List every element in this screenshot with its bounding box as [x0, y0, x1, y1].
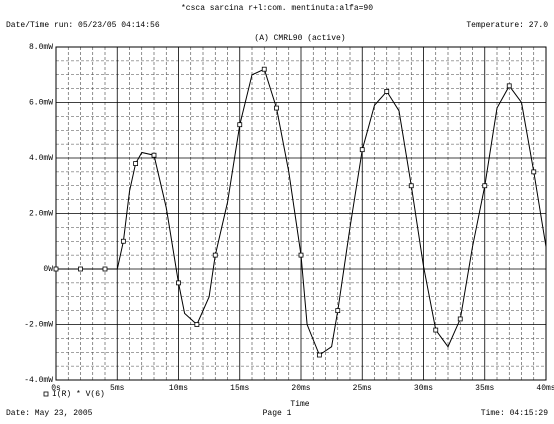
- series-marker: [482, 183, 488, 189]
- series-marker: [194, 322, 200, 327]
- temperature: Temperature: 27.0: [466, 21, 548, 30]
- x-tick-label: 15ms: [230, 384, 249, 393]
- series-marker: [359, 147, 365, 153]
- series-marker: [237, 122, 243, 128]
- series-marker: [531, 169, 537, 175]
- run-info: Date/Time run: 05/23/05 04:14:56: [6, 21, 160, 30]
- y-tick-label: 2.0mW: [29, 210, 53, 219]
- series-marker: [335, 308, 341, 314]
- series-marker: [506, 83, 512, 89]
- x-tick-label: 5ms: [110, 384, 125, 393]
- chart-title: *csca sarcina r+l:com. mentinuta:alfa=90: [181, 4, 373, 13]
- plot-frame: [55, 46, 547, 381]
- series-marker: [102, 266, 108, 272]
- footer-date: Date: May 23, 2005: [6, 409, 93, 418]
- series-marker: [151, 152, 157, 158]
- series-marker: [457, 316, 463, 322]
- y-tick-label: -2.0mW: [24, 321, 53, 330]
- legend-label: I(R) * V(6): [52, 390, 105, 399]
- y-tick-label: 6.0mW: [29, 99, 53, 108]
- series-marker: [298, 252, 304, 258]
- footer-time: Time: 04:15:29: [481, 409, 548, 418]
- x-tick-label: 10ms: [169, 384, 188, 393]
- legend-marker: [43, 391, 49, 397]
- x-tick-label: 35ms: [475, 384, 494, 393]
- series-marker: [212, 252, 218, 258]
- y-tick-label: -4.0mW: [24, 376, 53, 385]
- y-tick-label: 4.0mW: [29, 154, 53, 163]
- series-marker: [261, 66, 267, 72]
- x-tick-label: 20ms: [291, 384, 310, 393]
- series-marker: [120, 238, 126, 244]
- x-axis-label: Time: [290, 400, 309, 409]
- series-marker: [78, 266, 83, 272]
- x-tick-label: 0s: [51, 384, 61, 393]
- series-marker: [53, 266, 59, 272]
- x-tick-label: 40ms: [536, 384, 554, 393]
- series-marker: [133, 161, 139, 166]
- x-tick-label: 30ms: [414, 384, 433, 393]
- chart-subtitle: (A) CMRL90 (active): [254, 34, 345, 43]
- series-marker: [176, 280, 181, 286]
- y-tick-label: 8.0mW: [29, 43, 53, 52]
- series-marker: [316, 352, 322, 358]
- series-marker: [384, 89, 390, 94]
- x-tick-label: 25ms: [353, 384, 372, 393]
- series-marker: [408, 183, 414, 189]
- series-marker: [433, 327, 439, 333]
- series-line: [56, 68, 547, 356]
- y-tick-label: 0W: [43, 265, 53, 274]
- footer-page: Page 1: [263, 409, 292, 418]
- series-marker: [274, 105, 279, 111]
